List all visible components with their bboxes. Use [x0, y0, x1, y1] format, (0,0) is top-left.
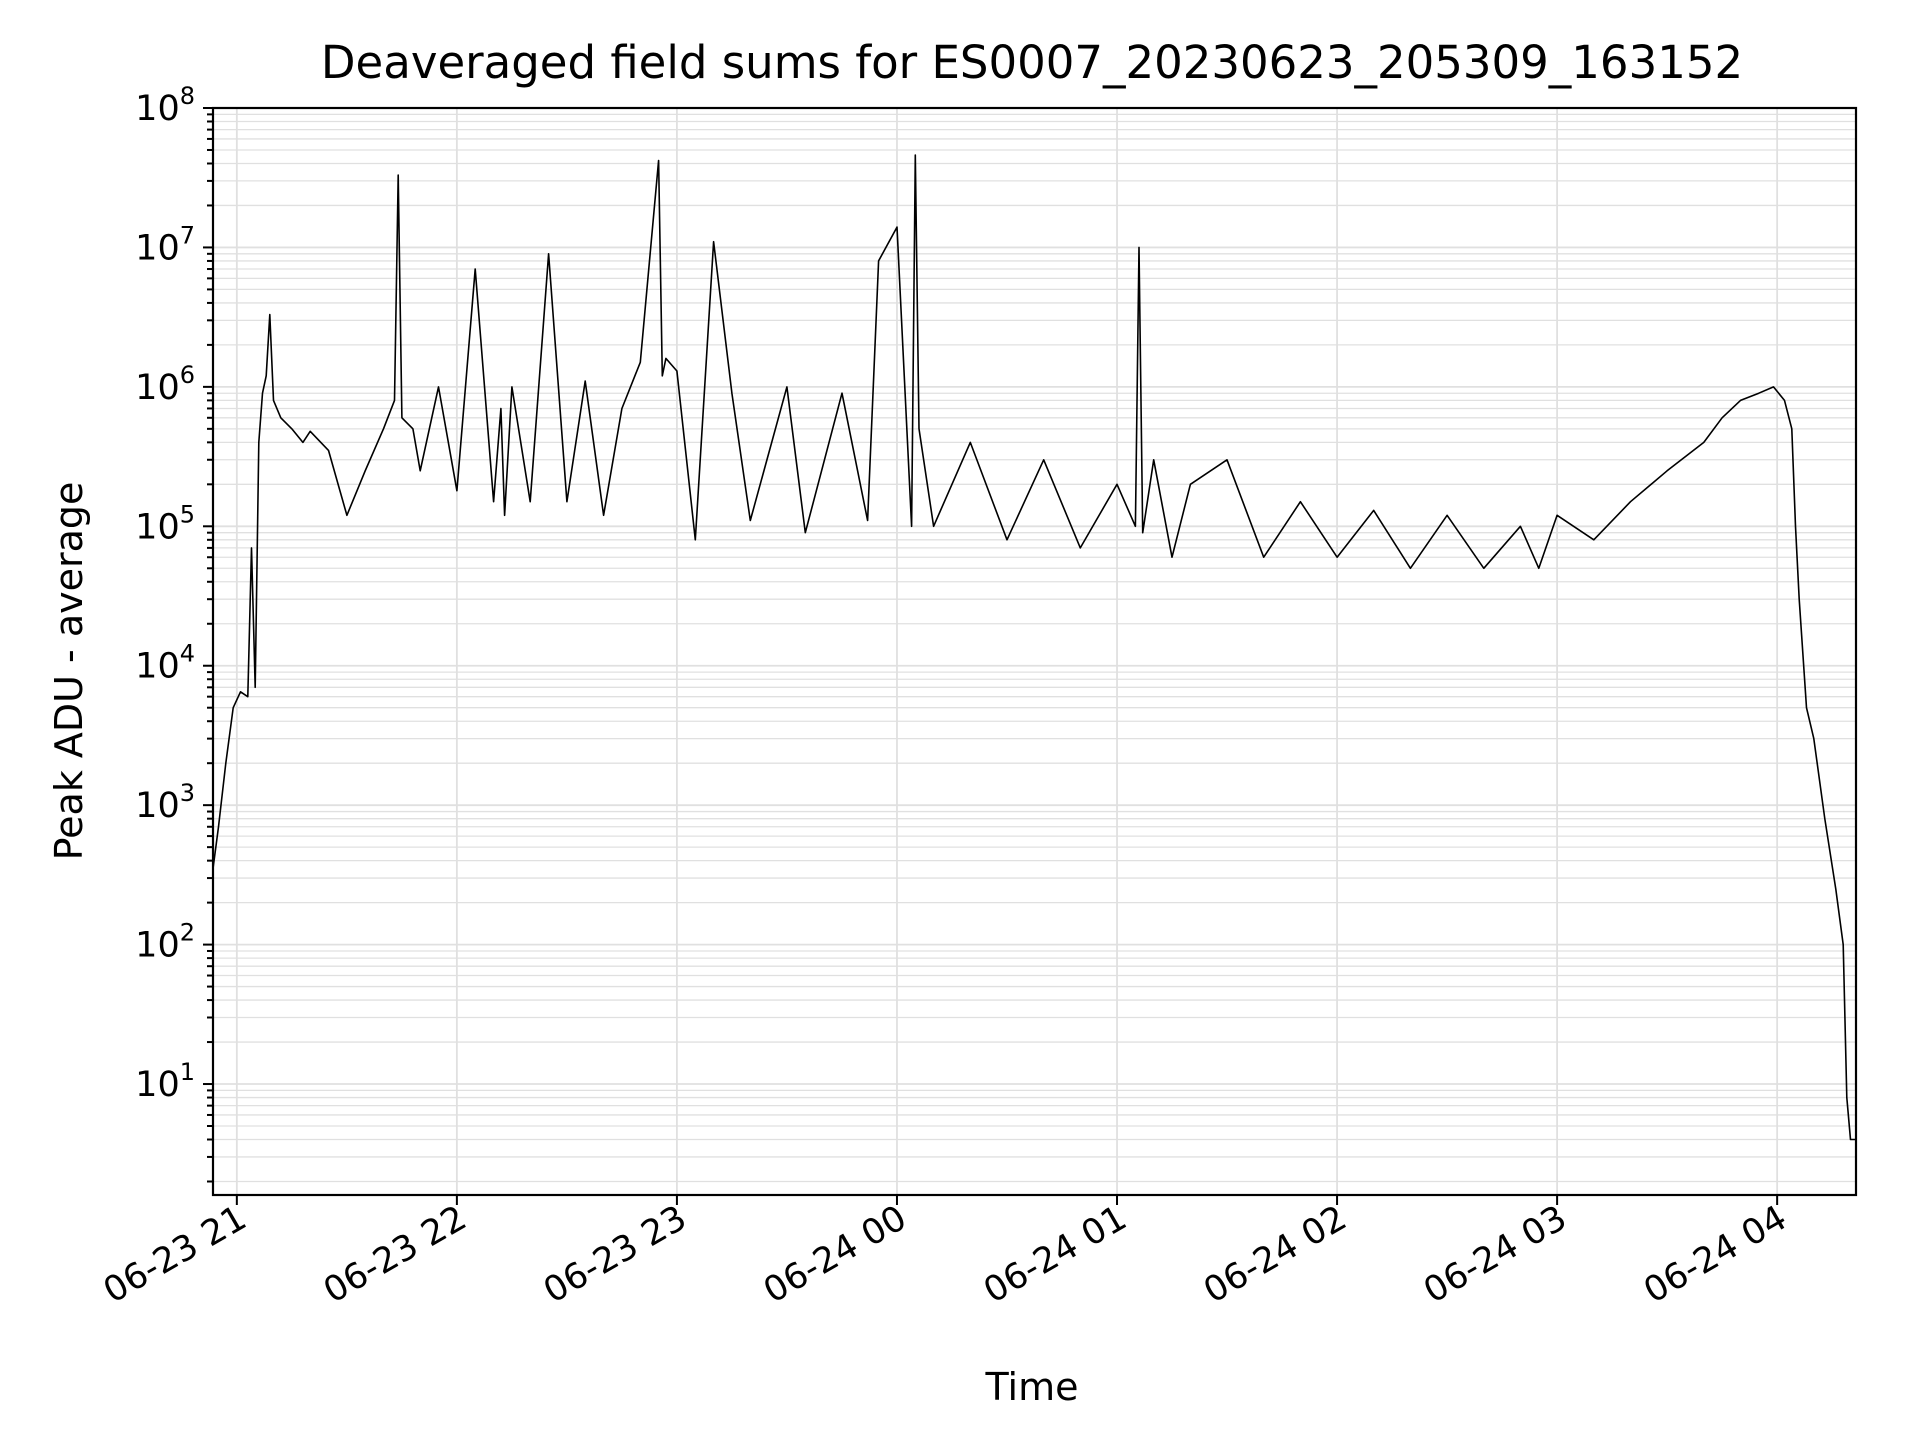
y-tick-label: 106: [135, 361, 195, 408]
y-axis-label: Peak ADU - average: [47, 482, 91, 861]
plot-frame: [211, 106, 1858, 1197]
y-tick-label: 108: [135, 82, 195, 129]
y-tick-label: 101: [135, 1058, 195, 1105]
y-tick-label: 105: [135, 500, 195, 547]
y-tick-label: 103: [135, 779, 195, 826]
grid: [213, 107, 1856, 1195]
y-tick-label: 102: [135, 919, 195, 966]
y-tick-label: 104: [135, 640, 195, 687]
series-group: [212, 154, 1856, 1141]
series-line: [212, 154, 1856, 1141]
y-tick-label: 107: [135, 221, 195, 268]
x-axis-label: Time: [985, 1365, 1079, 1409]
chart-title: Deaveraged field sums for ES0007_2023062…: [321, 36, 1743, 89]
